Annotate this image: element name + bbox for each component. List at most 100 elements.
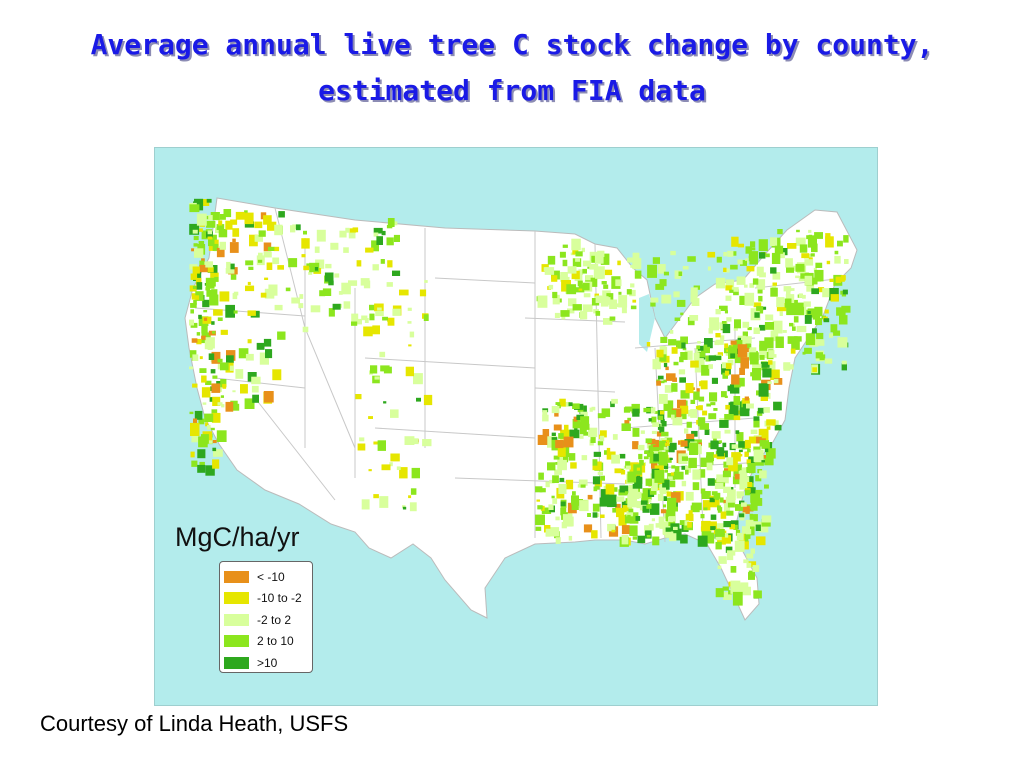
county-patch [651, 444, 660, 452]
county-patch [419, 289, 427, 297]
county-patch [562, 402, 571, 407]
county-patch [700, 488, 706, 494]
county-patch [739, 408, 750, 417]
county-patch [273, 246, 280, 252]
county-patch [535, 486, 543, 493]
county-patch [225, 220, 233, 230]
county-patch [733, 289, 739, 296]
county-patch [299, 294, 304, 299]
county-patch [593, 451, 601, 457]
county-patch [727, 553, 734, 561]
county-patch [766, 425, 771, 430]
county-patch [734, 382, 741, 388]
county-patch [782, 330, 787, 333]
county-patch [201, 230, 209, 240]
county-patch [372, 325, 380, 335]
county-patch [703, 500, 711, 511]
county-patch [761, 460, 765, 463]
county-patch [715, 277, 726, 289]
county-patch [673, 526, 678, 530]
county-patch [823, 318, 830, 323]
county-patch [551, 275, 558, 282]
county-patch [652, 422, 660, 427]
county-patch [591, 255, 597, 263]
county-patch [345, 227, 350, 233]
county-patch [542, 414, 549, 422]
county-patch [552, 291, 558, 299]
county-patch [770, 330, 779, 342]
county-patch [719, 305, 728, 311]
county-patch [549, 479, 555, 484]
county-patch [583, 293, 591, 298]
county-patch [753, 302, 762, 308]
county-patch [578, 479, 588, 486]
county-patch [724, 343, 729, 349]
county-patch [772, 320, 783, 334]
county-patch [804, 315, 812, 324]
county-patch [699, 381, 706, 387]
county-patch [621, 500, 631, 509]
county-patch [386, 237, 394, 246]
county-patch [567, 266, 577, 274]
county-patch [625, 514, 632, 524]
county-patch [264, 288, 275, 299]
county-patch [757, 289, 763, 294]
county-patch [814, 232, 823, 239]
county-patch [561, 280, 571, 292]
county-patch [816, 332, 824, 340]
county-patch [216, 247, 225, 258]
county-patch [729, 405, 739, 419]
county-patch [542, 410, 548, 416]
county-patch [562, 244, 568, 248]
county-patch [646, 503, 652, 509]
county-patch [536, 499, 540, 502]
county-patch [772, 272, 781, 280]
county-patch [841, 305, 851, 313]
county-patch [732, 415, 741, 421]
county-patch [387, 218, 395, 227]
county-patch [380, 259, 385, 264]
county-patch [628, 508, 634, 513]
county-patch [716, 256, 722, 263]
county-patch [587, 266, 591, 269]
county-patch [822, 288, 830, 298]
county-patch [658, 516, 665, 524]
county-patch [625, 461, 631, 468]
county-patch [252, 394, 259, 403]
county-patch [643, 407, 651, 413]
county-patch [665, 449, 669, 453]
county-patch [702, 410, 708, 416]
county-patch [637, 535, 646, 544]
county-patch [571, 503, 579, 510]
county-patch [742, 331, 748, 337]
county-patch [664, 442, 670, 446]
legend-swatch [224, 656, 249, 669]
county-patch [674, 317, 681, 321]
county-patch [652, 536, 660, 546]
county-patch [724, 370, 730, 376]
county-patch [611, 398, 618, 404]
county-patch [701, 364, 710, 376]
county-patch [815, 352, 823, 359]
county-patch [717, 536, 726, 545]
county-patch [244, 212, 254, 225]
county-patch [560, 507, 567, 516]
county-patch [191, 435, 198, 443]
county-patch [715, 495, 720, 501]
county-patch [207, 266, 214, 273]
county-patch [580, 484, 586, 488]
county-patch [724, 533, 729, 538]
county-patch [660, 487, 666, 494]
county-patch [609, 299, 618, 309]
county-patch [730, 340, 737, 345]
county-patch [263, 391, 274, 403]
county-patch [316, 229, 326, 242]
county-patch [603, 284, 609, 289]
county-patch [667, 409, 677, 418]
county-patch [375, 310, 384, 317]
county-patch [210, 212, 220, 221]
county-patch [713, 454, 718, 458]
county-patch [386, 282, 393, 287]
county-patch [731, 444, 739, 449]
county-patch [627, 257, 631, 263]
